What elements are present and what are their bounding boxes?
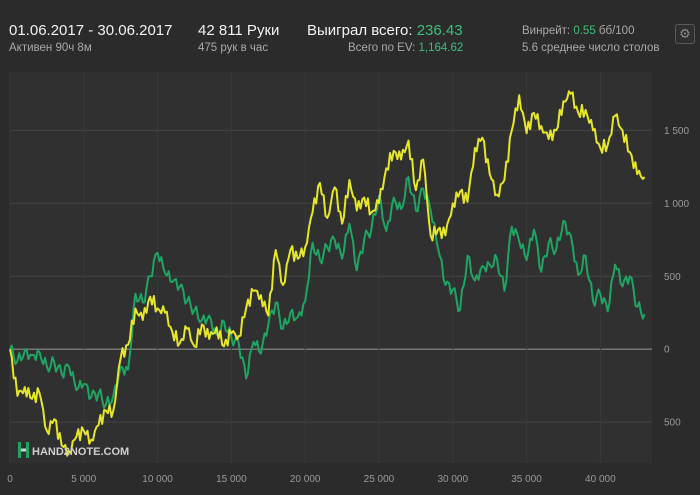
ev-total: Всего по EV: 1,164.62 bbox=[348, 42, 463, 54]
gear-icon[interactable]: ⚙ bbox=[675, 24, 695, 44]
x-tick-label: 30 000 bbox=[437, 474, 468, 485]
ev-label: Всего по EV: bbox=[348, 42, 416, 54]
winrate-unit: бб/100 bbox=[598, 25, 635, 37]
won-value: 236.43 bbox=[416, 22, 463, 39]
x-tick-label: 35 000 bbox=[511, 474, 542, 485]
winrate: Винрейт: 0.55 бб/100 bbox=[522, 25, 634, 37]
x-tick-label: 25 000 bbox=[364, 474, 395, 485]
hands-per-hour: 475 рук в час bbox=[198, 42, 269, 54]
x-tick-label: 0 bbox=[7, 474, 13, 485]
h2n-logo-icon bbox=[18, 442, 29, 458]
profit-chart: 0 5 000 10 000 15 000 20 000 25 000 30 000 35 0… bbox=[0, 62, 700, 495]
chart-series bbox=[9, 90, 646, 457]
x-tick-label: 15 000 bbox=[216, 474, 247, 485]
hands-count: 42 811 Руки bbox=[198, 22, 280, 39]
plot-area bbox=[10, 72, 652, 463]
x-tick-label: 20 000 bbox=[290, 474, 321, 485]
avg-tables: 5.6 среднее число столов bbox=[522, 42, 660, 54]
series-line-ev bbox=[9, 90, 646, 457]
x-tick-label: 5 000 bbox=[71, 474, 96, 485]
y-tick-label: 0 bbox=[664, 345, 670, 356]
y-axis-ticks: 500 0 500 1 000 1 500 bbox=[664, 126, 689, 429]
x-tick-label: 10 000 bbox=[142, 474, 173, 485]
winrate-label: Винрейт: bbox=[522, 25, 571, 37]
x-tick-label: 40 000 bbox=[585, 474, 616, 485]
active-time: Активен 90ч 8м bbox=[9, 42, 92, 54]
won-label: Выиграл всего: bbox=[307, 22, 413, 39]
logo-text: HAND2NOTE.COM bbox=[32, 446, 129, 458]
won-total: Выиграл всего: 236.43 bbox=[307, 22, 463, 39]
x-axis-ticks: 0 5 000 10 000 15 000 20 000 25 000 30 000 35 0… bbox=[7, 474, 616, 485]
date-range[interactable]: 01.06.2017 - 30.06.2017 bbox=[9, 22, 173, 39]
stats-header: 01.06.2017 - 30.06.2017 Активен 90ч 8м 4… bbox=[0, 0, 700, 62]
y-tick-label: 500 bbox=[664, 418, 681, 429]
winrate-value: 0.55 bbox=[573, 25, 596, 37]
y-tick-label: 500 bbox=[664, 272, 681, 283]
chart-grid bbox=[9, 72, 652, 463]
y-tick-label: 1 500 bbox=[664, 126, 689, 137]
y-tick-label: 1 000 bbox=[664, 199, 689, 210]
ev-value: 1,164.62 bbox=[418, 42, 464, 54]
